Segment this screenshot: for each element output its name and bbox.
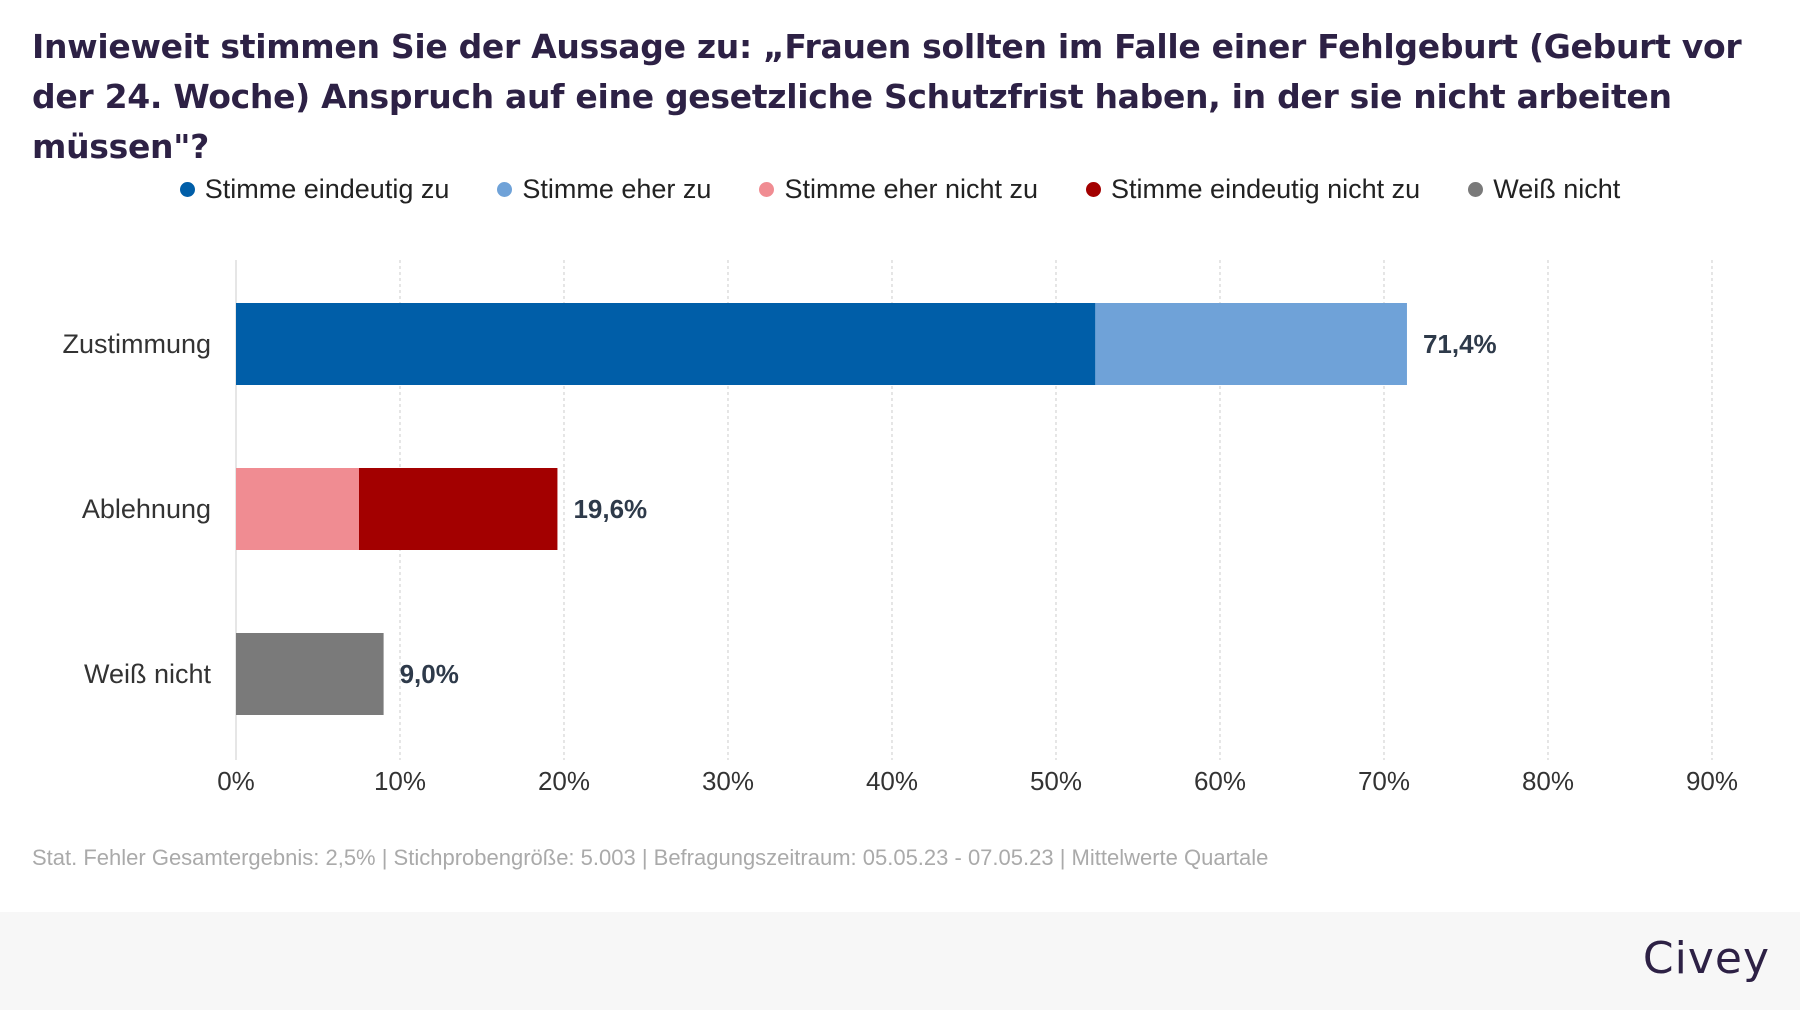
data-label: 9,0% (400, 659, 459, 689)
category-label: Weiß nicht (84, 659, 212, 689)
chart-title: Inwieweit stimmen Sie der Aussage zu: „F… (32, 27, 1742, 166)
legend-label: Weiß nicht (1493, 174, 1621, 204)
bar-chart: 0% 10% 20% 30% 40% 50% 60% 70% 80% 90% Zustimmung 7… (62, 260, 1738, 796)
legend-marker (759, 182, 775, 197)
legend-marker (497, 182, 513, 197)
x-tick-label: 20% (538, 766, 590, 796)
footer-note: Stat. Fehler Gesamtergebnis: 2,5% | Stic… (32, 845, 1269, 870)
x-tick-label: 50% (1030, 766, 1082, 796)
bar-segment (236, 303, 1096, 385)
x-tick-label: 0% (217, 766, 255, 796)
bar-segment (236, 633, 384, 715)
x-tick-label: 40% (866, 766, 918, 796)
legend-item: Stimme eher nicht zu (759, 174, 1038, 205)
x-tick-label: 80% (1522, 766, 1574, 796)
bar-segment (1095, 303, 1407, 385)
category-label: Ablehnung (82, 494, 211, 524)
legend-label: Stimme eher zu (522, 174, 712, 204)
x-tick-label: 70% (1358, 766, 1410, 796)
legend-item: Stimme eher zu (497, 174, 711, 205)
legend-label: Stimme eindeutig nicht zu (1111, 174, 1421, 204)
legend-item: Weiß nicht (1468, 174, 1620, 205)
data-label: 71,4% (1423, 329, 1497, 359)
x-tick-label: 90% (1686, 766, 1738, 796)
brand-logo: Civey (1642, 933, 1770, 984)
data-label: 19,6% (573, 494, 647, 524)
footer-band (0, 912, 1800, 1010)
category-label: Zustimmung (62, 329, 211, 359)
legend-marker (1086, 182, 1102, 197)
legend-marker (1468, 182, 1484, 197)
legend-item: Stimme eindeutig zu (179, 174, 450, 205)
legend-marker (179, 182, 195, 197)
x-tick-label: 60% (1194, 766, 1246, 796)
legend-label: Stimme eher nicht zu (784, 174, 1039, 204)
legend: Stimme eindeutig zu Stimme eher zu Stimme … (0, 174, 1800, 205)
x-tick-label: 30% (702, 766, 754, 796)
bar-segment (359, 468, 558, 550)
x-tick-label: 10% (374, 766, 426, 796)
legend-item: Stimme eindeutig nicht zu (1086, 174, 1420, 205)
bar-segment (236, 468, 359, 550)
legend-label: Stimme eindeutig zu (204, 174, 450, 204)
